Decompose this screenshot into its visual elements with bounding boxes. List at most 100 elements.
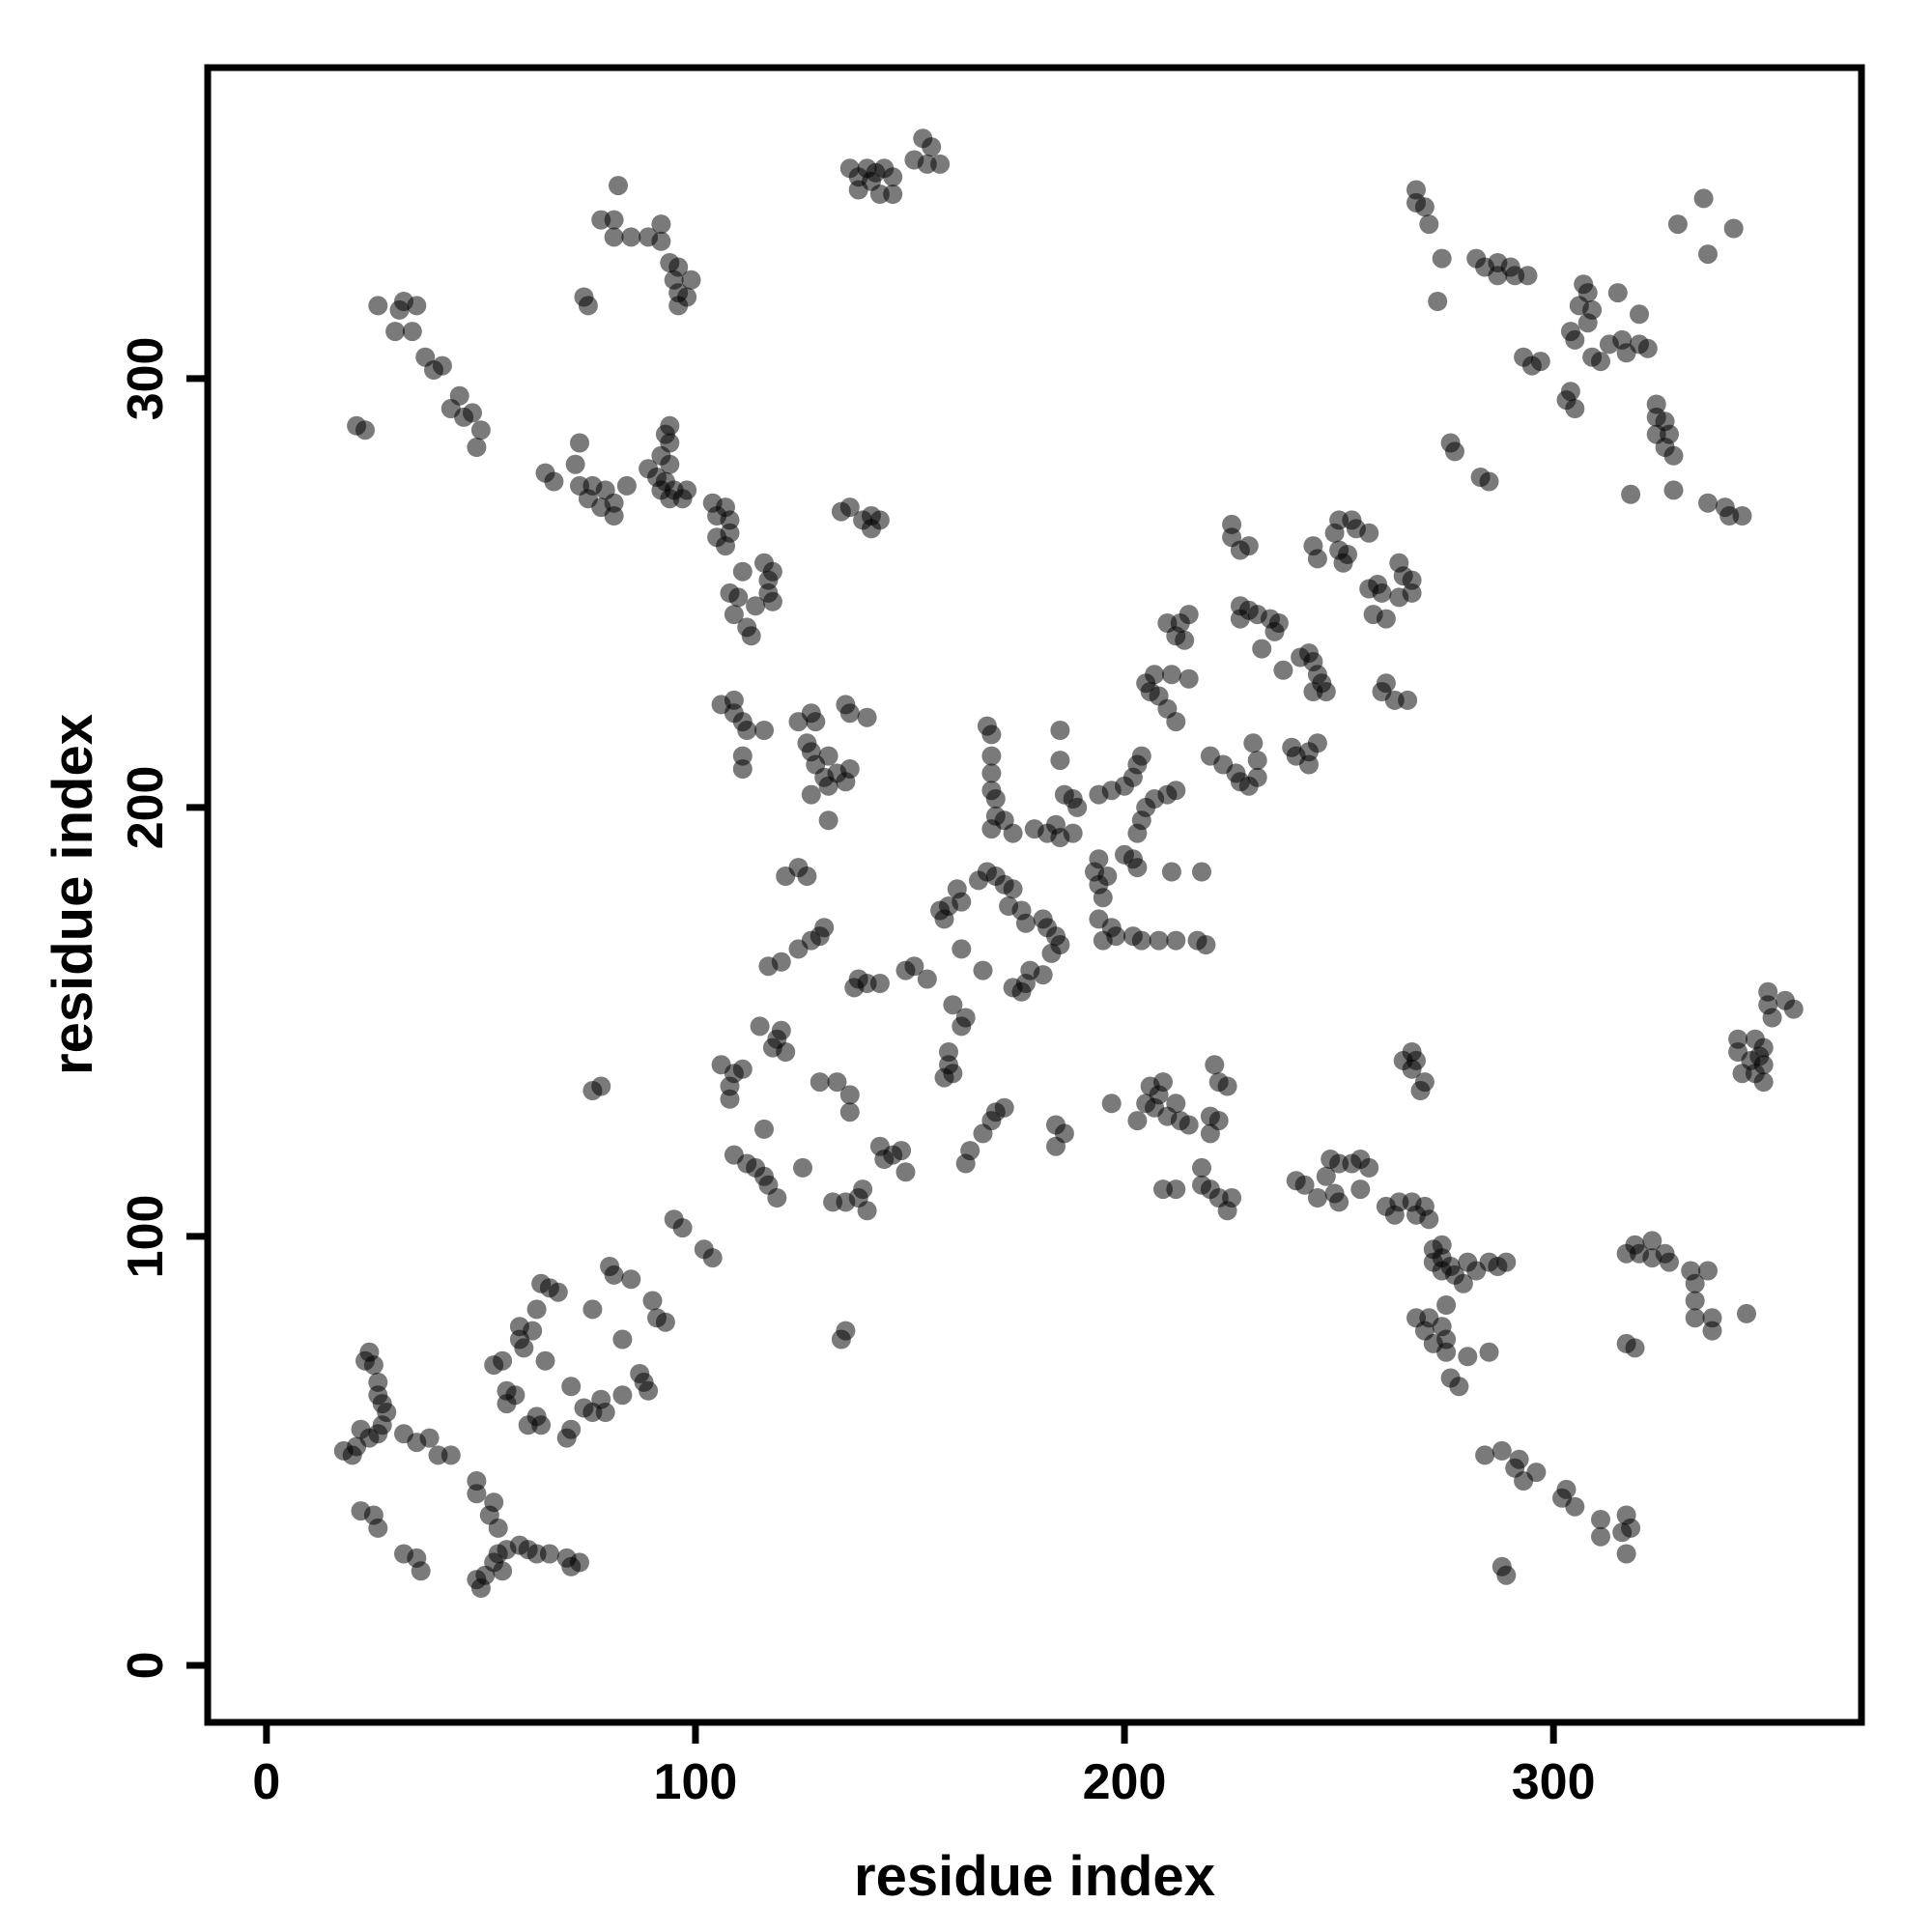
data-point xyxy=(1414,1072,1435,1093)
data-point xyxy=(874,1150,895,1169)
data-point xyxy=(839,703,860,724)
data-point xyxy=(621,1269,641,1290)
y-tick-label: 300 xyxy=(118,337,174,421)
data-point xyxy=(1521,355,1542,376)
data-point xyxy=(977,716,997,736)
data-point xyxy=(1200,1106,1220,1126)
data-point xyxy=(1685,1291,1705,1311)
data-point xyxy=(1753,1037,1774,1058)
data-point xyxy=(1509,1449,1529,1469)
data-point xyxy=(1268,613,1289,633)
data-point xyxy=(1350,1179,1371,1200)
data-point xyxy=(1097,867,1118,886)
data-point xyxy=(1342,1153,1362,1174)
data-point xyxy=(767,1188,787,1208)
data-point xyxy=(1449,1377,1469,1397)
data-point xyxy=(1046,1136,1065,1156)
data-point xyxy=(1591,1526,1610,1547)
data-point xyxy=(818,810,838,831)
data-point xyxy=(639,459,659,479)
data-point xyxy=(746,596,766,616)
data-point xyxy=(1324,523,1345,543)
data-point xyxy=(402,322,422,342)
data-point xyxy=(934,1067,954,1088)
data-point xyxy=(862,506,881,526)
data-point xyxy=(609,176,628,196)
data-point xyxy=(1432,248,1452,269)
data-point xyxy=(1238,776,1259,796)
data-point xyxy=(1222,1188,1242,1208)
data-point xyxy=(895,1162,916,1182)
data-point xyxy=(913,128,933,149)
data-point xyxy=(1453,1273,1473,1293)
data-point xyxy=(707,527,727,548)
data-point xyxy=(1607,283,1628,303)
data-point xyxy=(844,978,865,998)
data-point xyxy=(1458,1347,1478,1367)
data-point xyxy=(368,296,388,316)
data-point xyxy=(1428,292,1448,311)
data-point xyxy=(1753,1055,1774,1075)
data-point xyxy=(762,1037,782,1058)
data-point xyxy=(754,1166,774,1186)
data-point xyxy=(1307,1188,1327,1208)
data-point xyxy=(711,1055,731,1075)
data-point xyxy=(1642,1231,1662,1251)
data-point xyxy=(368,1518,388,1538)
data-point xyxy=(1479,1342,1499,1362)
data-point xyxy=(347,415,367,436)
data-point xyxy=(1286,1171,1306,1191)
data-point xyxy=(1161,665,1181,685)
data-point xyxy=(604,210,624,230)
data-point xyxy=(1316,682,1336,701)
data-point xyxy=(1560,322,1580,342)
data-point xyxy=(1423,1333,1443,1353)
data-point xyxy=(1166,930,1186,951)
data-point xyxy=(621,227,641,247)
data-point xyxy=(467,438,487,457)
data-point xyxy=(952,892,972,912)
data-point xyxy=(1616,1544,1636,1564)
data-point xyxy=(1419,214,1439,235)
data-point xyxy=(582,1403,603,1422)
data-point xyxy=(660,489,680,509)
data-point xyxy=(939,1042,958,1062)
data-point xyxy=(526,1299,547,1320)
data-point xyxy=(570,433,589,453)
data-point xyxy=(1170,613,1190,633)
data-point xyxy=(869,974,890,993)
data-point xyxy=(952,1016,972,1037)
data-point xyxy=(1758,981,1778,1002)
data-point xyxy=(664,1209,684,1230)
data-point xyxy=(556,1428,577,1448)
data-point xyxy=(1321,1150,1341,1169)
data-point xyxy=(981,746,1002,766)
data-point xyxy=(1252,639,1272,659)
data-point xyxy=(424,360,443,380)
data-point xyxy=(1307,549,1327,569)
data-point xyxy=(1299,643,1319,664)
data-point xyxy=(750,1016,770,1037)
data-point xyxy=(1591,352,1610,372)
data-point xyxy=(814,918,835,938)
data-point xyxy=(1556,390,1577,411)
data-point xyxy=(1406,192,1426,213)
data-point xyxy=(1093,930,1113,951)
data-point xyxy=(985,789,1006,809)
data-point xyxy=(904,150,924,170)
data-point xyxy=(1329,1192,1350,1212)
data-point xyxy=(1050,751,1070,771)
data-point xyxy=(1166,1094,1186,1114)
data-point xyxy=(758,956,779,977)
data-point xyxy=(470,420,491,440)
data-point xyxy=(1728,1029,1748,1049)
data-point xyxy=(732,1059,753,1079)
data-point xyxy=(651,214,671,235)
data-point xyxy=(1153,1179,1173,1200)
data-point xyxy=(526,1544,547,1564)
data-point xyxy=(827,1072,847,1093)
data-point xyxy=(1046,814,1065,835)
data-point xyxy=(363,1355,384,1376)
data-point xyxy=(612,1385,633,1406)
